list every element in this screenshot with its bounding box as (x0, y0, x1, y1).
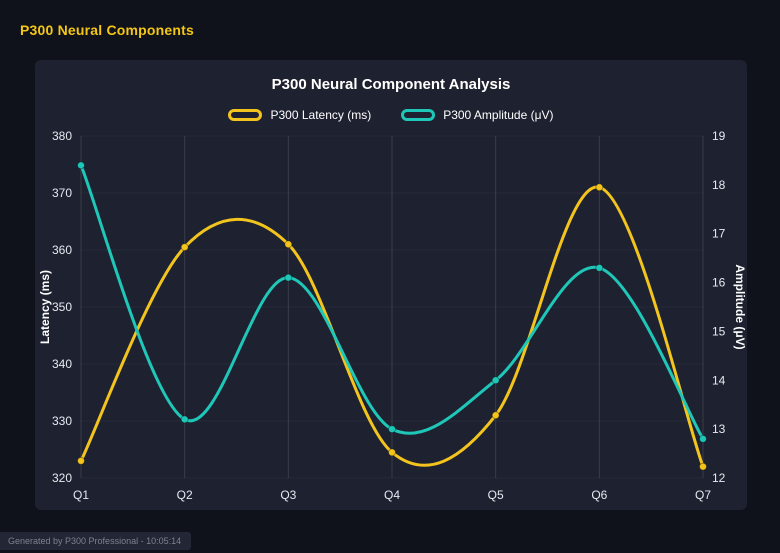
y-right-tick-label: 13 (712, 422, 726, 436)
chart-title: P300 Neural Component Analysis (271, 76, 511, 93)
series-point-0 (180, 243, 189, 252)
y-left-tick-label: 350 (52, 300, 72, 314)
y-left-tick-label: 380 (52, 129, 72, 143)
y-left-tick-label: 370 (52, 186, 72, 200)
x-tick-label: Q7 (695, 488, 711, 502)
chart-legend: P300 Latency (ms) P300 Amplitude (μV) (35, 106, 747, 124)
y-left-tick-label: 320 (52, 471, 72, 485)
y-right-tick-label: 17 (712, 227, 726, 241)
y-right-tick-label: 16 (712, 276, 726, 290)
x-tick-label: Q6 (591, 488, 607, 502)
series-point-1 (388, 425, 396, 434)
series-point-1 (284, 273, 293, 282)
x-tick-label: Q3 (280, 488, 296, 502)
page-title: P300 Neural Components (20, 22, 194, 38)
legend-swatch-icon (228, 109, 263, 121)
series-point-1 (699, 434, 707, 443)
legend-label: P300 Amplitude (μV) (443, 108, 554, 122)
x-tick-label: Q5 (488, 488, 504, 502)
legend-swatch-icon (401, 109, 436, 121)
series-point-0 (284, 240, 293, 249)
y-right-tick-label: 15 (712, 324, 726, 338)
y-left-tick-label: 330 (52, 414, 72, 428)
series-point-0 (595, 183, 604, 192)
legend-label: P300 Latency (ms) (270, 108, 372, 122)
x-tick-label: Q1 (73, 488, 89, 502)
series-point-0 (388, 448, 396, 457)
legend-item-0[interactable]: P300 Latency (ms) (228, 108, 371, 122)
y-right-tick-label: 18 (712, 178, 726, 192)
x-tick-label: Q2 (177, 488, 193, 502)
y-right-tick-label: 12 (712, 471, 726, 485)
series-point-1 (77, 161, 85, 170)
y-left-axis-title: Latency (ms) (38, 270, 52, 344)
footer-status: Generated by P300 Professional - 10:05:1… (0, 532, 192, 550)
series-point-0 (699, 462, 707, 471)
series-point-1 (595, 263, 604, 272)
y-right-axis-title: Amplitude (μV) (733, 264, 747, 349)
y-right-tick-label: 19 (712, 129, 726, 143)
legend-item-1[interactable]: P300 Amplitude (μV) (401, 108, 554, 122)
series-point-1 (491, 376, 500, 385)
series-point-1 (180, 415, 189, 424)
y-left-tick-label: 360 (52, 243, 72, 257)
x-tick-label: Q4 (384, 488, 400, 502)
y-left-tick-label: 340 (52, 357, 72, 371)
chart-svg: 320 330 340 350 360 370 380 12 13 14 15 16 17 18 19 Q1 Q… (38, 129, 747, 502)
chart-panel: P300 Neural Component Analysis P300 Late… (35, 60, 747, 510)
series-point-0 (77, 456, 85, 465)
y-right-tick-label: 14 (712, 373, 726, 387)
series-point-0 (491, 411, 500, 420)
